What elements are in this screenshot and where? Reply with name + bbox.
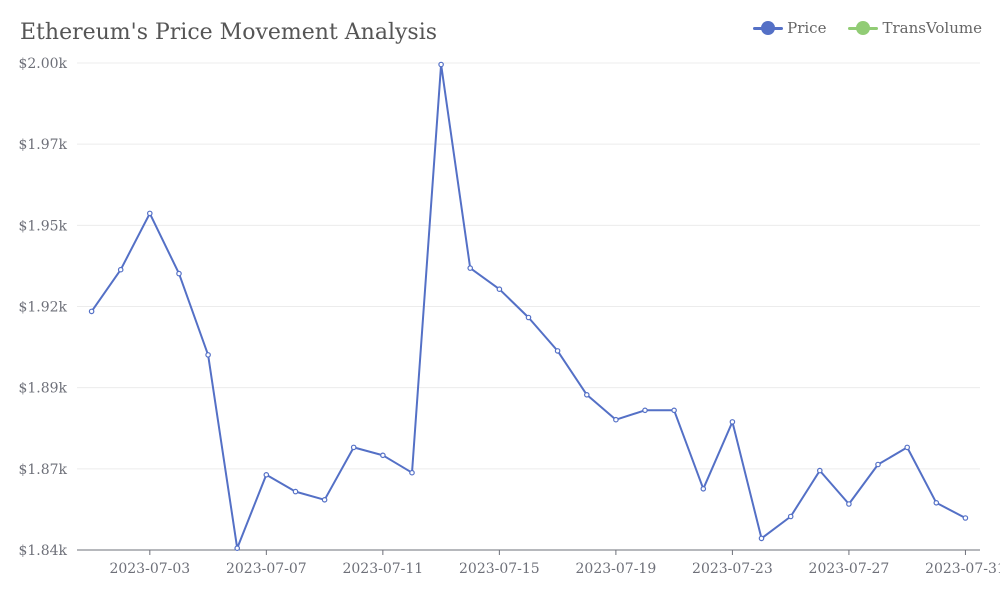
data-point — [613, 416, 619, 423]
x-tick-label: 2023-07-03 — [109, 561, 190, 577]
y-tick-label: $1.92k — [18, 300, 67, 316]
data-point — [292, 488, 299, 495]
data-point — [438, 61, 444, 68]
data-point — [147, 210, 153, 217]
legend-label-price: Price — [787, 19, 827, 37]
x-tick-label: 2023-07-23 — [692, 561, 773, 577]
data-point — [117, 266, 124, 273]
data-point — [176, 270, 182, 277]
y-tick-label: $1.84k — [18, 543, 67, 559]
data-point — [904, 444, 911, 451]
data-point — [467, 265, 474, 271]
x-tick-label: 2023-07-19 — [576, 561, 657, 577]
legend-item-price[interactable]: Price — [753, 19, 826, 37]
y-tick-label: $1.89k — [18, 381, 67, 397]
data-point — [962, 515, 969, 521]
data-point — [933, 499, 940, 506]
data-point — [88, 308, 95, 315]
data-point — [671, 407, 677, 414]
data-point — [350, 444, 357, 451]
y-tick-label: $1.97k — [18, 137, 67, 153]
y-tick-label: $1.95k — [18, 218, 67, 234]
y-tick-label: $2.00k — [18, 56, 67, 72]
y-tick-label: $1.87k — [18, 462, 67, 478]
x-tick-label: 2023-07-15 — [459, 561, 540, 577]
data-point — [263, 471, 270, 478]
legend-dot-price — [761, 21, 776, 35]
x-tick-label: 2023-07-27 — [809, 561, 890, 577]
chart-title: Ethereum's Price Movement Analysis — [20, 20, 438, 45]
legend-swatch-transvolume — [848, 21, 879, 35]
data-point — [496, 286, 503, 293]
data-point — [583, 391, 590, 398]
legend-dot-transvolume — [856, 21, 871, 35]
data-point — [729, 419, 736, 425]
legend-item-transvolume[interactable]: TransVolume — [848, 19, 982, 37]
data-point — [409, 469, 415, 476]
x-tick-label: 2023-07-07 — [226, 561, 307, 577]
legend-swatch-price — [753, 21, 784, 35]
data-point — [205, 352, 211, 358]
data-point — [234, 545, 241, 552]
data-point — [846, 501, 852, 507]
data-point — [875, 461, 881, 468]
x-tick-label: 2023-07-11 — [342, 561, 423, 577]
x-tick-label: 2023-07-31 — [925, 561, 1000, 577]
legend: Price TransVolume — [753, 19, 982, 37]
data-point — [700, 485, 707, 492]
data-point — [787, 513, 794, 520]
legend-label-transvolume: TransVolume — [882, 19, 982, 37]
data-point — [642, 407, 648, 414]
data-point — [525, 314, 532, 321]
data-point — [816, 467, 823, 474]
data-point — [380, 452, 386, 459]
data-point — [758, 535, 765, 542]
data-point — [554, 348, 561, 354]
data-point — [321, 496, 328, 503]
